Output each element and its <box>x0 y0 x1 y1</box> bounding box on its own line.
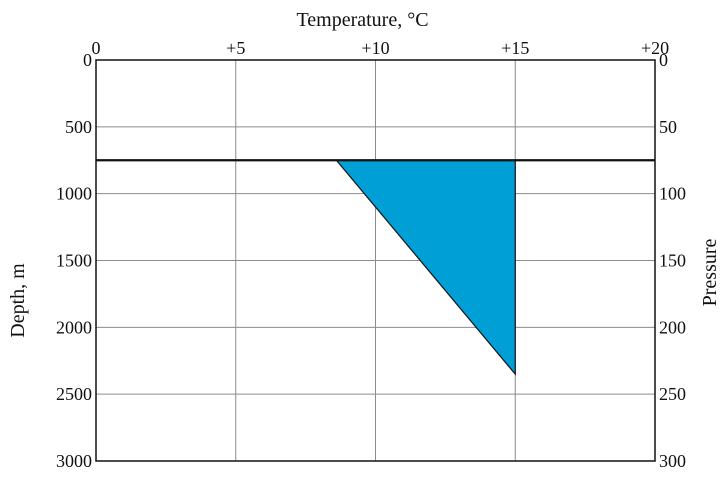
y-tick-label: 1500 <box>56 251 92 271</box>
plot-frame <box>95 59 656 462</box>
y2-tick-label: 250 <box>659 384 686 404</box>
y2-tick-label: 0 <box>659 50 668 70</box>
y-tick-label: 0 <box>83 50 92 70</box>
region-layer <box>335 159 516 376</box>
tick-layer: 0 +5 +10 +15 +200500100015002000250030000501… <box>56 38 686 471</box>
y-tick-label: 1000 <box>56 184 92 204</box>
x-tick-label: +10 <box>361 38 389 58</box>
y2-tick-label: 100 <box>659 184 686 204</box>
y-tick-label: 2500 <box>56 384 92 404</box>
y-tick-label: 2000 <box>56 317 92 337</box>
y2-tick-label: 50 <box>659 117 677 137</box>
grid-layer <box>95 59 656 462</box>
x-tick-label: +15 <box>501 38 529 58</box>
y2-tick-label: 300 <box>659 451 686 471</box>
y-tick-label: 3000 <box>56 451 92 471</box>
y2-tick-label: 200 <box>659 317 686 337</box>
y-tick-label: 500 <box>65 117 92 137</box>
x-tick-label: +5 <box>226 38 245 58</box>
x-axis-title: Temperature, °C <box>296 9 428 31</box>
x-tick-label: 0 <box>92 38 101 58</box>
shaded-region <box>335 159 516 376</box>
y2-tick-label: 150 <box>659 251 686 271</box>
y-axis-title: Depth, m <box>7 263 29 338</box>
x-tick-label: +20 <box>641 38 669 58</box>
y2-axis-title: Pressure <box>699 238 721 306</box>
